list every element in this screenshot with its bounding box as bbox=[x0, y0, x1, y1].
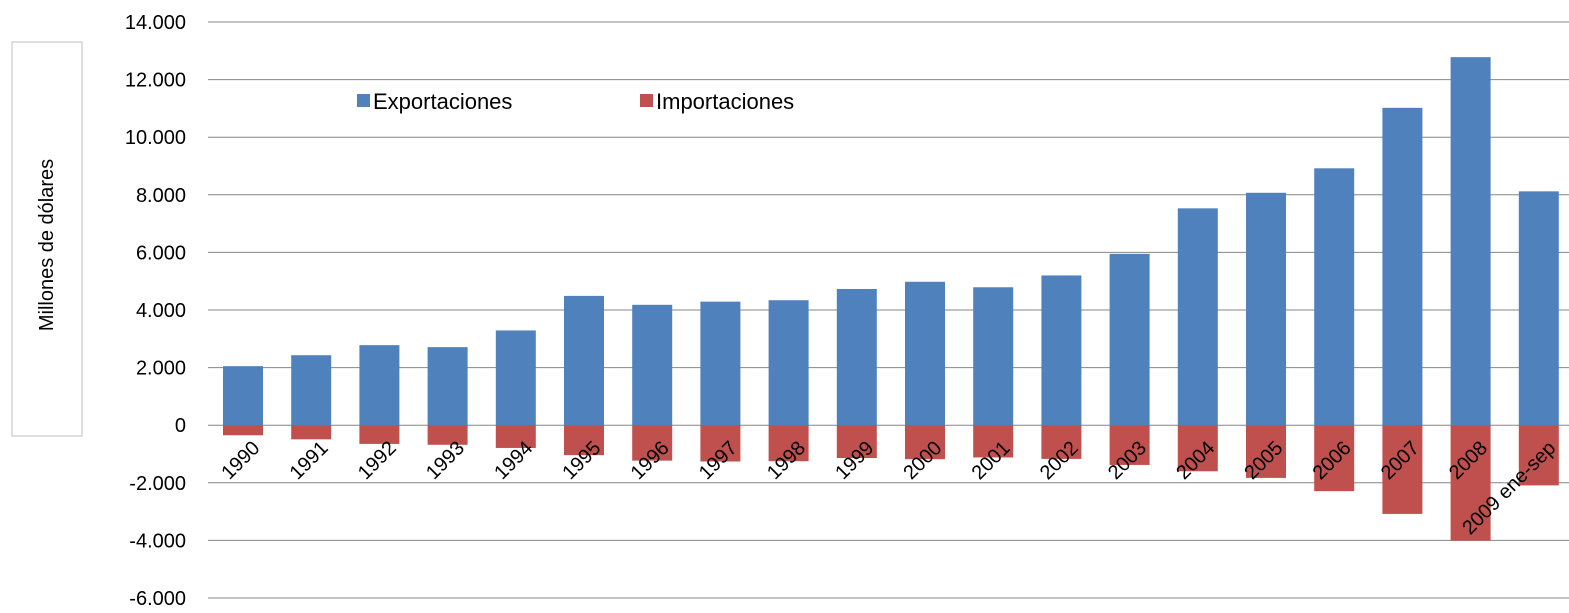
y-tick-label: 6.000 bbox=[136, 242, 186, 264]
bar-exportaciones bbox=[632, 304, 673, 426]
bar-exportaciones bbox=[1314, 168, 1355, 426]
bar-exportaciones bbox=[359, 345, 400, 426]
bar-importaciones bbox=[836, 425, 877, 459]
bar-importaciones bbox=[564, 425, 604, 456]
y-tick-label: 0 bbox=[175, 415, 186, 437]
y-tick-label: 4.000 bbox=[136, 300, 186, 322]
bar-exportaciones bbox=[1177, 208, 1218, 426]
y-tick-label: 14.000 bbox=[125, 12, 186, 34]
bar-exportaciones bbox=[291, 355, 332, 426]
y-tick-label: 2.000 bbox=[136, 358, 186, 380]
bar-exportaciones bbox=[1382, 107, 1423, 426]
x-category-label: 1991 bbox=[286, 437, 333, 484]
bar-importaciones bbox=[359, 425, 400, 444]
legend-label-exportaciones: Exportaciones bbox=[373, 89, 512, 114]
bar-exportaciones bbox=[768, 300, 809, 426]
bar-importaciones bbox=[291, 425, 332, 440]
y-tick-label: 8.000 bbox=[136, 185, 186, 207]
bar-exportaciones bbox=[905, 281, 945, 426]
bar-exportaciones bbox=[1450, 57, 1491, 426]
y-tick-label: -6.000 bbox=[129, 588, 186, 608]
bar-importaciones bbox=[495, 425, 536, 448]
bar-importaciones bbox=[1246, 425, 1286, 478]
legend-swatch-exportaciones bbox=[357, 94, 370, 107]
y-axis-title: Millones de dólares bbox=[36, 159, 58, 331]
bar-exportaciones bbox=[973, 287, 1014, 426]
bar-exportaciones bbox=[427, 347, 468, 426]
x-category-label: 1990 bbox=[217, 437, 264, 484]
x-category-label: 1992 bbox=[354, 437, 401, 484]
bar-importaciones bbox=[1518, 425, 1559, 486]
y-tick-label: 10.000 bbox=[125, 127, 186, 149]
bar-exportaciones bbox=[223, 366, 263, 426]
bar-exportaciones bbox=[1041, 275, 1082, 426]
bar-importaciones bbox=[1177, 425, 1218, 472]
bar-exportaciones bbox=[1246, 192, 1286, 426]
bar-exportaciones bbox=[495, 330, 536, 426]
x-axis-category-labels: 1990 1991 1992 1993 1994 1995 1996 1997 1998 1999… bbox=[217, 437, 1560, 539]
bar-exportaciones bbox=[1109, 253, 1150, 426]
y-axis-title-frame bbox=[11, 41, 83, 437]
bar-importaciones bbox=[700, 425, 741, 462]
y-tick-label: 12.000 bbox=[125, 70, 186, 92]
bar-exportaciones bbox=[1518, 191, 1559, 426]
bar-importaciones bbox=[1109, 425, 1150, 465]
y-tick-label: -2.000 bbox=[129, 473, 186, 495]
bar-importaciones bbox=[1314, 425, 1355, 492]
legend-swatch-importaciones bbox=[640, 94, 653, 107]
bar-importaciones bbox=[768, 425, 809, 462]
bar-importaciones bbox=[1450, 425, 1491, 541]
bar-importaciones bbox=[973, 425, 1014, 458]
bar-importaciones bbox=[1041, 425, 1082, 459]
y-axis-tick-labels: -6.000 -4.000 -2.000 0 2.000 4.000 6.000 8.000 1… bbox=[125, 12, 186, 610]
bars bbox=[223, 57, 1559, 541]
bar-importaciones bbox=[223, 425, 263, 436]
legend-label-importaciones: Importaciones bbox=[656, 89, 794, 114]
bar-importaciones bbox=[427, 425, 468, 445]
bar-exportaciones bbox=[700, 301, 741, 426]
legend: Exportaciones Importaciones bbox=[357, 89, 794, 114]
bar-importaciones bbox=[1382, 425, 1423, 514]
bar-exportaciones bbox=[836, 288, 877, 426]
bar-exportaciones bbox=[564, 295, 604, 426]
y-tick-label: -4.000 bbox=[129, 530, 186, 552]
bar-importaciones bbox=[632, 425, 673, 461]
gridlines bbox=[208, 21, 1569, 599]
bar-importaciones bbox=[905, 425, 945, 460]
y-axis-title-box: Millones de dólares bbox=[11, 41, 83, 437]
